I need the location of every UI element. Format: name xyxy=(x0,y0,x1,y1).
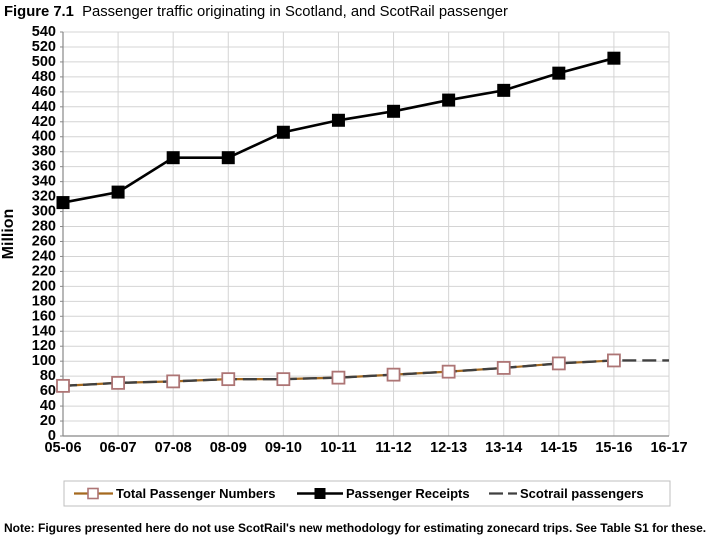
svg-text:06-07: 06-07 xyxy=(100,440,137,456)
svg-text:60: 60 xyxy=(40,383,56,399)
svg-text:440: 440 xyxy=(32,99,56,115)
svg-text:300: 300 xyxy=(32,204,56,220)
svg-text:11-12: 11-12 xyxy=(375,440,411,456)
svg-text:140: 140 xyxy=(32,323,56,339)
svg-text:520: 520 xyxy=(32,39,56,55)
svg-text:Passenger Receipts: Passenger Receipts xyxy=(346,486,470,501)
svg-text:200: 200 xyxy=(32,278,56,294)
svg-text:320: 320 xyxy=(32,189,56,205)
svg-text:420: 420 xyxy=(32,114,56,130)
svg-text:340: 340 xyxy=(32,174,56,190)
svg-text:120: 120 xyxy=(32,338,56,354)
svg-text:380: 380 xyxy=(32,144,56,160)
svg-text:Million: Million xyxy=(0,209,17,260)
svg-text:180: 180 xyxy=(32,293,56,309)
svg-text:12-13: 12-13 xyxy=(430,440,467,456)
svg-text:260: 260 xyxy=(32,233,56,249)
svg-text:09-10: 09-10 xyxy=(265,440,302,456)
svg-text:220: 220 xyxy=(32,263,56,279)
svg-text:460: 460 xyxy=(32,84,56,100)
svg-text:10-11: 10-11 xyxy=(320,440,356,456)
svg-text:20: 20 xyxy=(40,413,56,429)
svg-text:15-16: 15-16 xyxy=(595,440,632,456)
svg-text:80: 80 xyxy=(40,368,56,384)
svg-text:240: 240 xyxy=(32,248,56,264)
svg-text:360: 360 xyxy=(32,159,56,175)
svg-text:16-17: 16-17 xyxy=(650,440,687,456)
svg-text:13-14: 13-14 xyxy=(485,440,522,456)
svg-text:40: 40 xyxy=(40,398,56,414)
svg-text:540: 540 xyxy=(32,24,56,40)
svg-text:280: 280 xyxy=(32,219,56,235)
svg-text:500: 500 xyxy=(32,54,56,70)
svg-text:100: 100 xyxy=(32,353,56,369)
svg-text:Total Passenger Numbers: Total Passenger Numbers xyxy=(116,486,275,501)
svg-text:480: 480 xyxy=(32,69,56,85)
svg-text:08-09: 08-09 xyxy=(210,440,247,456)
svg-text:05-06: 05-06 xyxy=(44,440,81,456)
svg-text:Scotrail passengers: Scotrail passengers xyxy=(520,486,644,501)
svg-text:160: 160 xyxy=(32,308,56,324)
svg-text:07-08: 07-08 xyxy=(155,440,192,456)
svg-text:14-15: 14-15 xyxy=(540,440,577,456)
svg-text:400: 400 xyxy=(32,129,56,145)
